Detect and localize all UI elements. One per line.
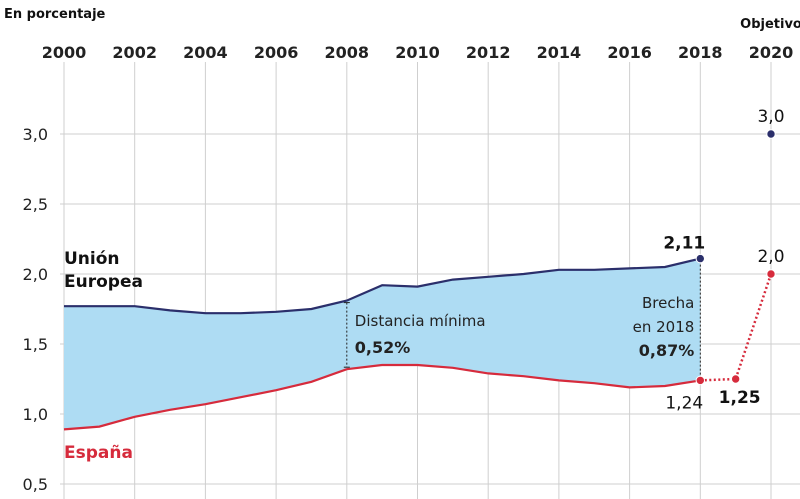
annotation-line: Brecha (642, 294, 694, 312)
annotation-line: 0,52% (355, 338, 411, 357)
annotation-line: Distancia mínima (355, 312, 486, 330)
value-label: 2,11 (663, 234, 705, 254)
series-label-espana: España (64, 443, 133, 463)
annotation-gap-2018: Brecha en 2018 0,87% (633, 294, 695, 360)
x-tick-label: 2014 (537, 43, 582, 62)
espana-target-path (700, 273, 773, 382)
series-label-line: Europea (64, 272, 143, 292)
gap-area (64, 258, 701, 430)
ue-2018-point (695, 253, 705, 264)
annotation-min-gap: Distancia mínima 0,52% (355, 312, 486, 357)
x-tick-label: 2016 (607, 43, 652, 62)
target-label: 3,0 (757, 107, 784, 127)
chart-labels: Unión Europea España 2,11 1,24 1,25 3,0 2,0 Dist… (64, 107, 785, 463)
y-tick-label: 1,5 (23, 335, 48, 354)
y-tick-label: 2,5 (23, 195, 48, 214)
annotation-line: 0,87% (639, 341, 695, 360)
x-tick-label: 2012 (466, 43, 511, 62)
x-axis-ticks: 2000 2002 2004 2006 2008 2010 2012 2014 2016 2018… (42, 43, 794, 62)
annotation-line: en 2018 (633, 318, 695, 336)
espana-2019-point (730, 374, 741, 384)
target-label: 2,0 (757, 247, 784, 267)
x-tick-label: 2020 (749, 43, 794, 62)
x-tick-label: 2000 (42, 43, 87, 62)
x-tick-label: 2004 (183, 43, 228, 62)
series-line-espana (63, 363, 701, 431)
y-tick-label: 2,0 (23, 265, 48, 284)
x-tick-label: 2018 (678, 43, 723, 62)
data-points (695, 129, 776, 386)
goal-label: Objetivo (740, 17, 800, 32)
unit-label: En porcentaje (4, 7, 106, 22)
y-tick-label: 1,0 (23, 405, 48, 424)
x-tick-label: 2010 (395, 43, 440, 62)
x-tick-label: 2006 (254, 43, 299, 62)
espana-2018-point (695, 375, 705, 386)
series-label-ue: Unión Europea (64, 249, 143, 292)
y-tick-label: 0,5 (23, 475, 48, 494)
target-point-0 (766, 129, 776, 139)
series-line-ue (64, 257, 701, 315)
gap-area-fill (64, 258, 701, 430)
y-tick-label: 3,0 (23, 125, 48, 144)
x-tick-label: 2002 (112, 43, 157, 62)
y-axis-ticks: 3,0 2,5 2,0 1,5 1,0 0,5 (23, 125, 48, 494)
value-label: 1,25 (719, 388, 761, 408)
value-label: 1,24 (665, 393, 703, 413)
target-point-1 (766, 269, 776, 279)
series-label-line: Unión (64, 249, 120, 269)
x-tick-label: 2008 (325, 43, 370, 62)
